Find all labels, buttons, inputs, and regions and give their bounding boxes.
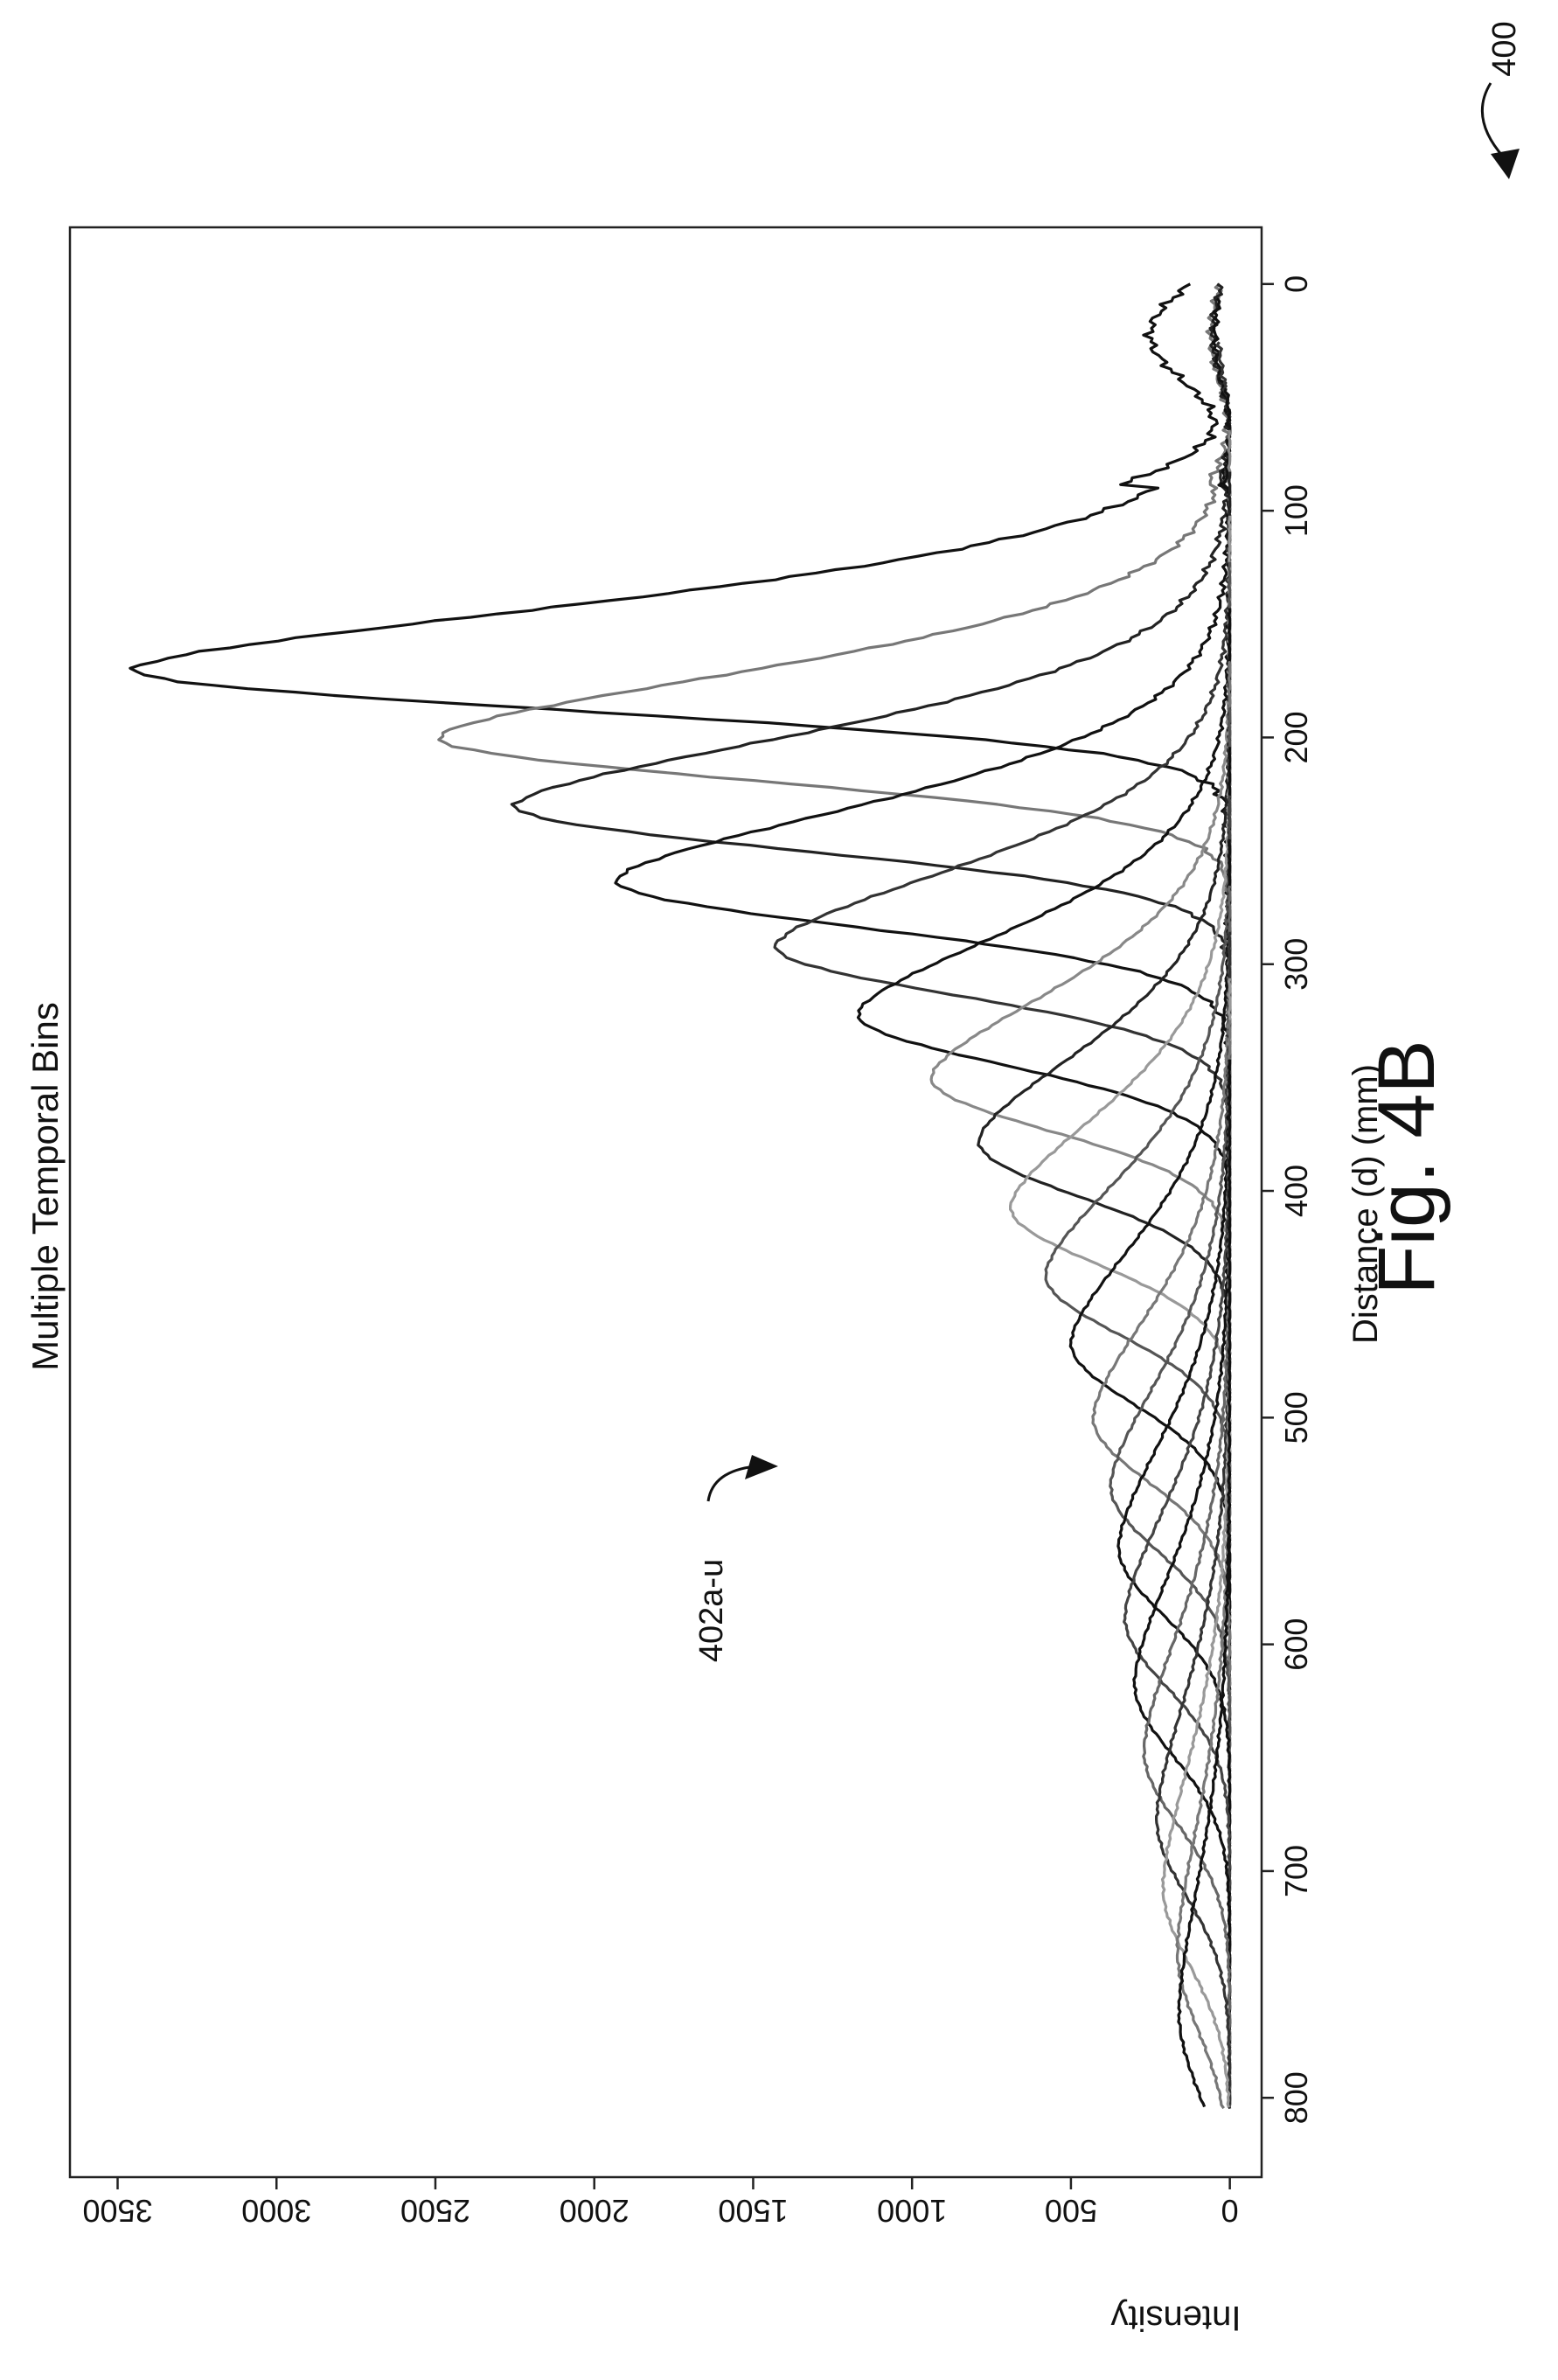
- rotated-chart: Multiple Temporal Bins 0 100 200 300 400 500 6…: [24, 226, 1385, 2337]
- ref-number-400: 400: [1486, 21, 1523, 76]
- x-tick-label: 300: [1278, 938, 1314, 991]
- series-line-21: [1177, 1059, 1232, 2108]
- series-line-8: [977, 471, 1232, 1507]
- x-tick-label: 100: [1278, 484, 1314, 537]
- series-line-4: [614, 296, 1232, 1203]
- y-tick-label: 1000: [877, 2193, 947, 2229]
- x-tick-label: 200: [1278, 711, 1314, 763]
- x-axis-title: Distance (d) (mm): [1346, 1064, 1385, 1344]
- y-tick-label: 3000: [241, 2193, 311, 2229]
- x-tick-label: 700: [1278, 1845, 1314, 1897]
- y-tick-label: 0: [1221, 2193, 1239, 2229]
- series-line-10: [1044, 561, 1232, 1661]
- series-line-2: [437, 282, 1232, 1043]
- series-line-3: [510, 282, 1232, 1122]
- series-line-7: [929, 429, 1232, 1434]
- plot-frame: [68, 226, 1263, 2179]
- y-axis-title: Intensity: [1111, 2299, 1242, 2337]
- series-line-19: [1160, 978, 1232, 2108]
- x-tick-label: 400: [1278, 1165, 1314, 1217]
- x-tick-label: 600: [1278, 1618, 1314, 1671]
- series-ref-label: 402a-u: [693, 1559, 730, 1662]
- y-tick-label: 3500: [82, 2193, 152, 2229]
- y-axis: 0 500 1000 1500 2000 2500 3000 3500: [82, 2177, 1239, 2229]
- fig-label: Fig. 4B: [1362, 1040, 1451, 1294]
- y-tick-label: 1500: [718, 2193, 788, 2229]
- series-line-6: [856, 387, 1232, 1359]
- series-layer: [129, 282, 1232, 2110]
- ref-400-arrow: [1480, 82, 1506, 158]
- series-ref-arrowhead: [745, 1455, 778, 1479]
- y-tick-label: 2500: [400, 2193, 470, 2229]
- y-tick-label: 2000: [560, 2193, 629, 2229]
- ref-400-arrowhead: [1491, 149, 1520, 179]
- series-line-5: [773, 341, 1232, 1282]
- x-axis: 0 100 200 300 400 500 600 700 800: [1262, 275, 1314, 2124]
- chart-title: Multiple Temporal Bins: [24, 1002, 66, 1371]
- y-tick-label: 500: [1045, 2193, 1097, 2229]
- x-tick-label: 800: [1278, 2071, 1314, 2124]
- x-tick-label: 500: [1278, 1391, 1314, 1444]
- x-tick-label: 0: [1278, 275, 1314, 293]
- series-line-1: [129, 282, 1232, 964]
